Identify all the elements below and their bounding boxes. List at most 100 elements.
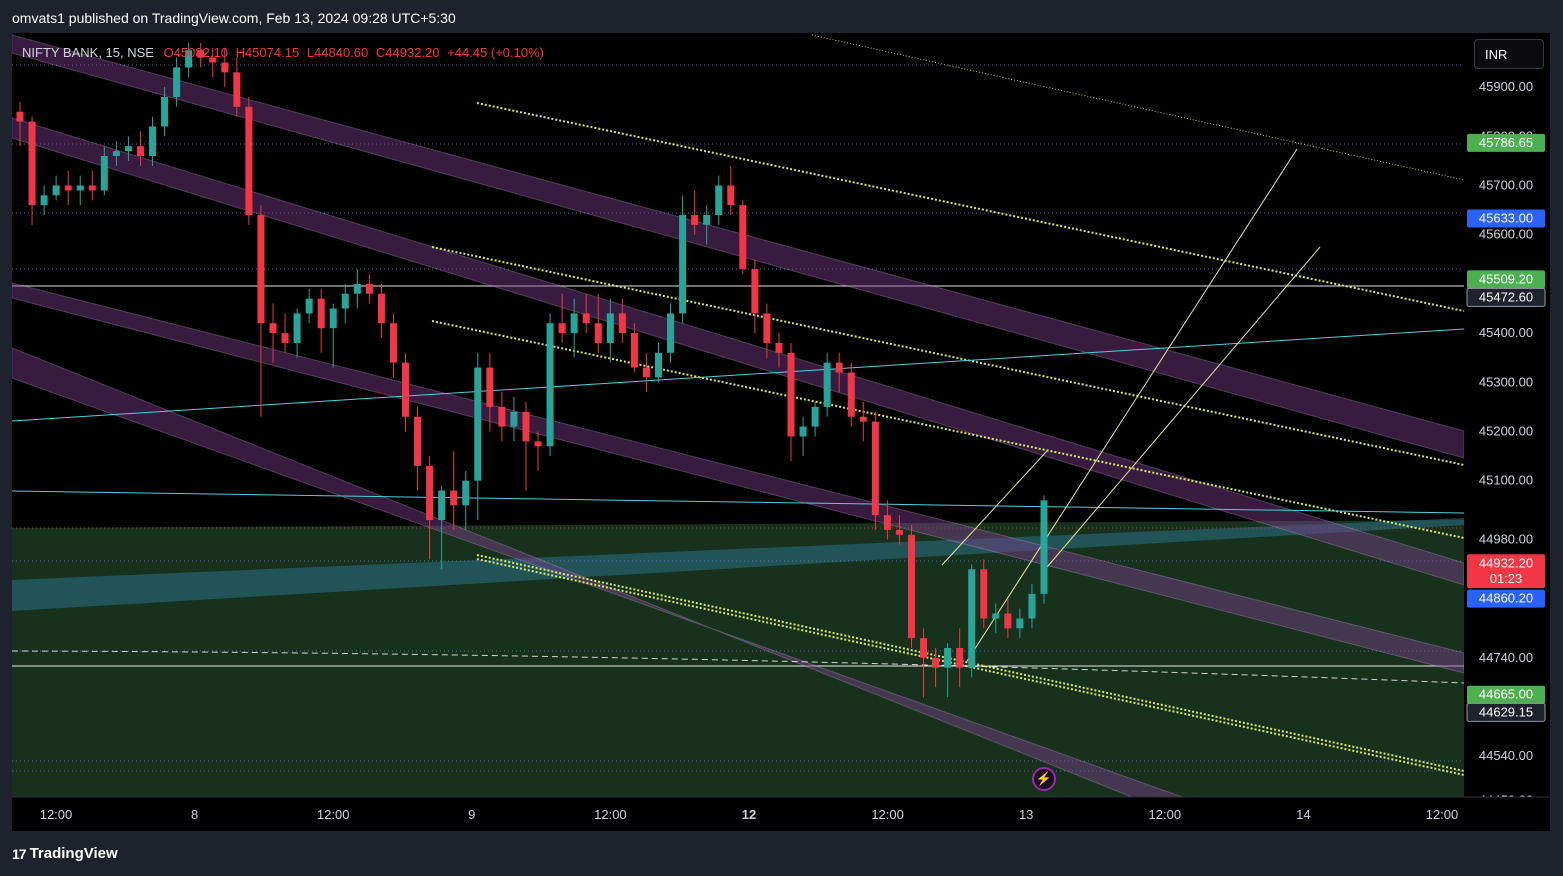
candle [546, 313, 554, 457]
price-label-box [1467, 133, 1545, 152]
candle [630, 323, 638, 373]
candle [895, 515, 903, 545]
candle [534, 431, 542, 471]
candle [365, 274, 373, 304]
price-label-tag: 01:23 [1467, 570, 1545, 589]
open-value: O45082.10 [163, 45, 228, 60]
candle-body [823, 362, 831, 407]
price-label-box [1467, 685, 1545, 704]
footer-brand: 17 TradingView [12, 845, 118, 862]
candle-body [173, 67, 181, 97]
candle-body [594, 323, 602, 343]
candle-body [642, 367, 650, 378]
candle [847, 362, 855, 427]
candle-body [28, 121, 36, 206]
alert-icon[interactable]: ⚡ [1032, 767, 1056, 791]
candle-body [980, 569, 988, 619]
time-tick-label: 12:00 [317, 807, 350, 822]
price-tick-label: 45900.00 [1479, 79, 1533, 94]
candle [173, 57, 181, 107]
candle [221, 47, 229, 88]
candle-body [739, 205, 747, 270]
currency-button[interactable]: INR [1474, 39, 1544, 69]
time-tick-label: 12:00 [40, 807, 73, 822]
candle [956, 628, 964, 688]
candle [667, 303, 675, 363]
candle [28, 116, 36, 225]
candle-body [486, 367, 494, 407]
price-label-tag: 45633.00 [1467, 209, 1545, 228]
price-label-tag: 44860.20 [1467, 589, 1545, 608]
candle-body [305, 298, 313, 314]
candle-body [763, 313, 771, 343]
upper-resistance-line [811, 34, 1465, 181]
candle-body [281, 333, 289, 343]
time-tick-label: 12:00 [871, 807, 904, 822]
candle [606, 298, 614, 363]
candle-body [691, 215, 699, 225]
candle-body [932, 657, 940, 668]
price-label-text: 45509.20 [1479, 271, 1533, 286]
candle-body [968, 569, 976, 668]
time-tick-label: 14 [1296, 807, 1310, 822]
change-value: +44.45 (+0.10%) [447, 45, 544, 60]
candle [739, 200, 747, 275]
candle-body [895, 529, 903, 535]
time-tick-label: 8 [191, 807, 198, 822]
candle-body [438, 490, 446, 521]
candle [691, 190, 699, 235]
time-tick-label: 12 [742, 807, 756, 822]
price-label-tag: 45509.20 [1467, 270, 1545, 289]
price-tick-label: 45300.00 [1479, 374, 1533, 389]
pitchfork-line-3 [1041, 246, 1321, 574]
candle [980, 559, 988, 629]
candle-body [811, 406, 819, 427]
time-tick-label: 12:00 [1149, 807, 1182, 822]
price-tick-label: 44740.00 [1479, 650, 1533, 665]
chart-area[interactable]: 45900.0045800.0045700.0045600.0045400.00… [11, 33, 1550, 833]
candle-body [630, 333, 638, 368]
tradingview-logo-icon: 17 [12, 845, 27, 862]
candle [751, 259, 759, 334]
price-label-box [1467, 554, 1545, 573]
symbol-name[interactable]: NIFTY BANK, 15, NSE [22, 45, 154, 60]
candle-body [1028, 593, 1036, 619]
candle-body [883, 515, 891, 530]
candle [618, 298, 626, 343]
candle [1028, 584, 1036, 629]
candle [763, 303, 771, 358]
candle-body [582, 313, 590, 324]
price-label-text: 44860.20 [1479, 591, 1533, 606]
candle-body [847, 372, 855, 417]
candle [703, 205, 711, 245]
candle-body [377, 293, 385, 324]
candle [522, 401, 530, 491]
candle-body [751, 269, 759, 314]
candle [209, 47, 217, 78]
candle-body [414, 416, 422, 466]
price-tick-label: 45400.00 [1479, 325, 1533, 340]
time-tick-label: 12:00 [1426, 807, 1459, 822]
candle-body [88, 185, 96, 191]
candle-body [16, 111, 24, 122]
candle [76, 175, 84, 206]
candle [1040, 495, 1048, 604]
candle-body [185, 50, 193, 68]
candle-body [907, 534, 915, 639]
price-tick-label: 45600.00 [1479, 227, 1533, 242]
candle-body [112, 151, 120, 156]
candle-body [221, 62, 229, 73]
candle-body [124, 146, 132, 152]
low-value: L44840.60 [306, 45, 369, 60]
candle-body [450, 490, 458, 506]
candle-body [136, 146, 144, 156]
published-header: omvats1 published on TradingView.com, Fe… [12, 10, 456, 26]
candle-body [558, 323, 566, 334]
price-chart[interactable]: 45900.0045800.0045700.0045600.0045400.00… [11, 33, 1550, 833]
candle-body [293, 313, 301, 343]
candle [920, 628, 928, 698]
price-label-tag: 44629.15 [1466, 702, 1546, 722]
candle [426, 456, 434, 560]
candle-body [522, 411, 530, 442]
price-label-text: 44629.15 [1479, 704, 1533, 719]
